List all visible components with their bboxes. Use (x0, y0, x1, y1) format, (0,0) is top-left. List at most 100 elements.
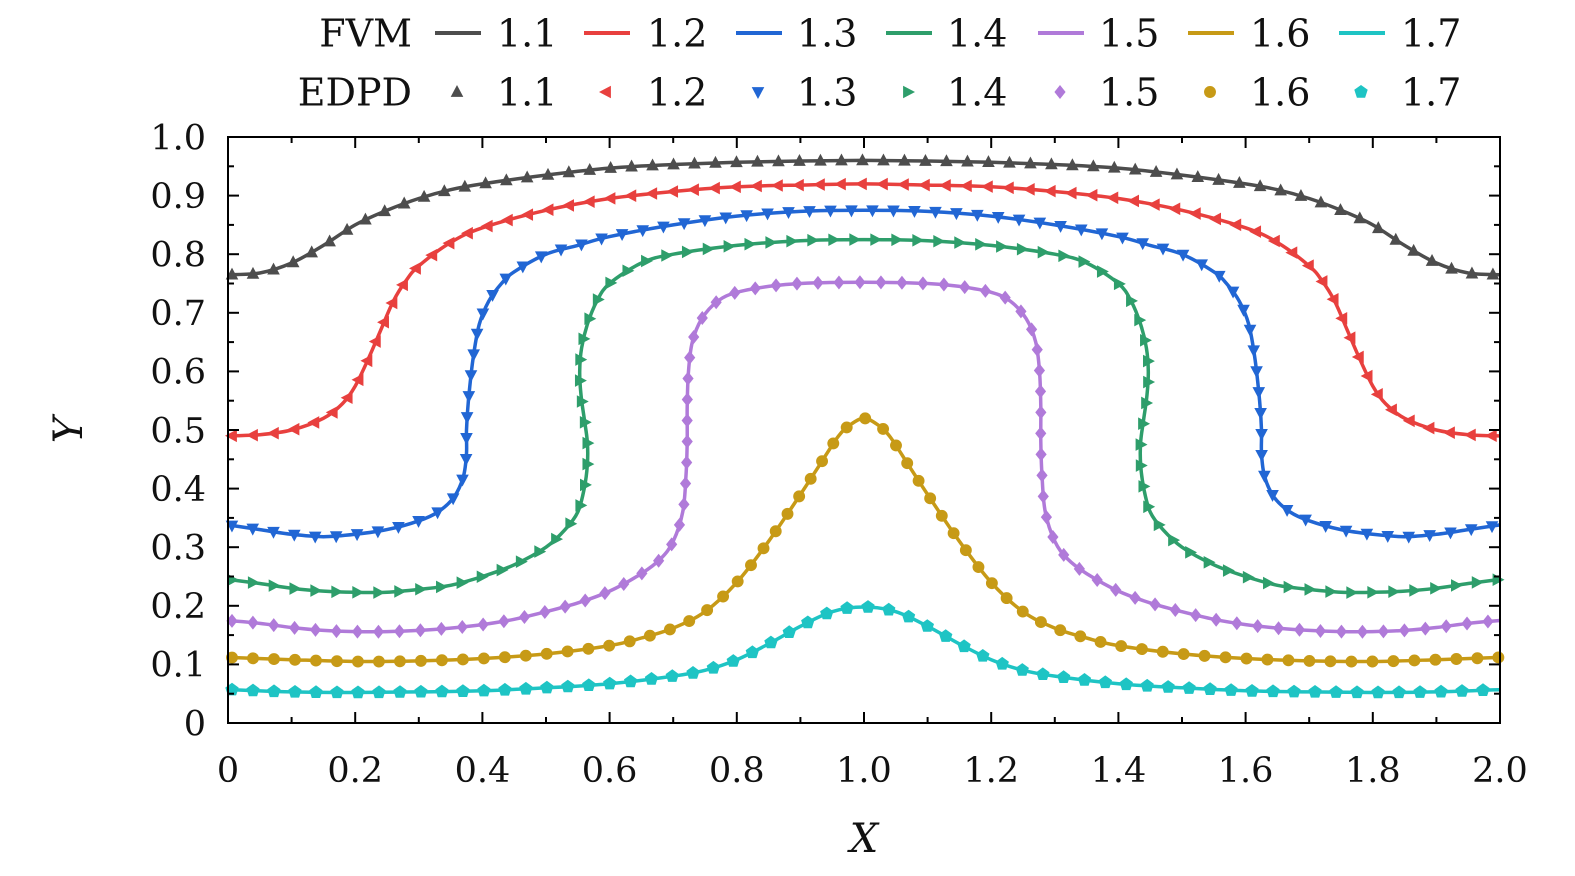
edpd-marker-1.6 (859, 412, 872, 425)
edpd-marker-1.6 (372, 655, 385, 668)
edpd-marker-1.4 (1016, 242, 1029, 256)
edpd-marker-1.6 (1054, 624, 1067, 637)
edpd-marker-1.1 (1045, 157, 1058, 170)
edpd-marker-1.2 (687, 183, 699, 196)
legend-series-label: 1.4 (947, 11, 1007, 55)
edpd-marker-1.5 (1037, 489, 1049, 504)
edpd-marker-1.6 (1074, 630, 1087, 643)
legend-group-label: EDPD (298, 70, 412, 114)
edpd-marker-1.6 (745, 559, 757, 572)
fvm-line-1.6 (227, 416, 1501, 664)
legend-marker-1.1 (450, 85, 464, 97)
edpd-marker-1.7 (1224, 683, 1238, 696)
edpd-marker-1.4 (1367, 586, 1380, 599)
y-tick-label: 1.0 (150, 118, 206, 158)
edpd-marker-1.6 (1492, 651, 1505, 664)
edpd-marker-1.5 (938, 277, 950, 292)
edpd-marker-1.4 (580, 478, 592, 492)
fvm-line-1.2 (227, 182, 1501, 438)
edpd-marker-1.6 (1177, 648, 1190, 661)
edpd-marker-1.5 (1482, 614, 1494, 629)
legend: FVM 1.1 1.2 1.3 1.4 1.5 1.6 1.7 EDPD 1.1 1.2 1.3 1.4… (298, 11, 1462, 114)
edpd-marker-1.6 (1000, 592, 1013, 605)
edpd-marker-1.5 (1252, 619, 1264, 634)
y-tick-label: 0.9 (150, 177, 206, 217)
edpd-marker-1.2 (875, 177, 888, 191)
edpd-marker-1.3 (1247, 345, 1261, 358)
edpd-marker-1.3 (1402, 531, 1416, 544)
edpd-marker-1.2 (340, 391, 353, 405)
edpd-marker-1.5 (666, 537, 678, 552)
y-tick-label: 0 (184, 704, 206, 744)
edpd-marker-1.5 (309, 622, 322, 637)
edpd-marker-1.3 (929, 206, 942, 219)
edpd-marker-1.7 (624, 674, 638, 688)
edpd-marker-1.6 (289, 653, 301, 666)
edpd-marker-1.6 (683, 615, 696, 627)
edpd-marker-1.1 (1274, 183, 1287, 196)
edpd-marker-1.7 (1182, 681, 1196, 694)
edpd-marker-1.6 (351, 655, 364, 668)
edpd-marker-1.5 (579, 593, 591, 608)
edpd-marker-1.1 (982, 155, 995, 168)
edpd-marker-1.3 (719, 212, 733, 225)
edpd-marker-1.3 (446, 493, 460, 506)
edpd-marker-1.2 (1351, 350, 1364, 364)
edpd-marker-1.7 (372, 685, 386, 699)
edpd-marker-1.4 (415, 582, 428, 596)
edpd-marker-1.2 (562, 199, 575, 212)
edpd-marker-1.5 (959, 280, 971, 295)
edpd-marker-1.1 (1170, 167, 1184, 180)
edpd-marker-1.1 (562, 165, 576, 178)
fvm-line-1.5 (227, 280, 1501, 634)
edpd-marker-1.7 (1350, 685, 1364, 699)
edpd-marker-1.5 (1040, 510, 1053, 525)
edpd-marker-1.6 (603, 639, 616, 652)
edpd-marker-1.7 (745, 645, 759, 659)
legend-marker-1.3 (751, 87, 765, 99)
edpd-marker-1.1 (1024, 156, 1037, 169)
edpd-marker-1.3 (350, 529, 364, 542)
edpd-marker-1.3 (1054, 220, 1067, 233)
edpd-marker-1.4 (1242, 570, 1255, 584)
y-tick-label: 0.1 (150, 646, 206, 686)
edpd-marker-1.2 (307, 416, 320, 429)
edpd-marker-1.1 (1128, 162, 1142, 175)
edpd-marker-1.4 (247, 576, 260, 589)
edpd-marker-1.1 (625, 159, 638, 172)
legend-series-label: 1.5 (1099, 11, 1159, 55)
edpd-marker-1.4 (515, 555, 528, 568)
edpd-marker-1.6 (804, 472, 817, 485)
edpd-marker-1.3 (1116, 232, 1129, 245)
edpd-marker-1.4 (870, 233, 883, 246)
edpd-marker-1.2 (791, 178, 804, 192)
edpd-marker-1.3 (761, 208, 774, 221)
edpd-marker-1.2 (707, 181, 720, 195)
edpd-marker-1.5 (678, 497, 690, 512)
edpd-marker-1.2 (1209, 212, 1222, 226)
edpd-marker-1.1 (267, 262, 280, 275)
edpd-marker-1.1 (1445, 261, 1458, 274)
edpd-marker-1.6 (985, 577, 998, 590)
edpd-marker-1.6 (1366, 655, 1379, 668)
edpd-marker-1.6 (247, 652, 259, 665)
edpd-marker-1.4 (1325, 585, 1338, 598)
edpd-marker-1.7 (1434, 684, 1448, 698)
edpd-marker-1.2 (385, 296, 398, 310)
legend-marker-1.5 (1054, 85, 1066, 99)
edpd-marker-1.5 (673, 517, 686, 532)
edpd-marker-1.7 (246, 683, 260, 697)
edpd-marker-1.3 (1255, 449, 1268, 462)
edpd-marker-1.4 (575, 499, 588, 512)
y-tick-label: 0.6 (150, 353, 206, 393)
edpd-marker-1.5 (696, 310, 708, 325)
edpd-marker-1.6 (330, 655, 343, 668)
x-tick-label: 1.6 (1218, 751, 1274, 791)
x-tick-label: 0.2 (327, 751, 383, 791)
edpd-marker-1.2 (1422, 421, 1435, 435)
edpd-marker-1.3 (1156, 243, 1170, 256)
edpd-marker-1.2 (377, 315, 389, 329)
edpd-marker-1.5 (1058, 547, 1070, 562)
legend-series-label: 1.3 (797, 11, 857, 55)
edpd-marker-1.7 (1119, 677, 1133, 691)
